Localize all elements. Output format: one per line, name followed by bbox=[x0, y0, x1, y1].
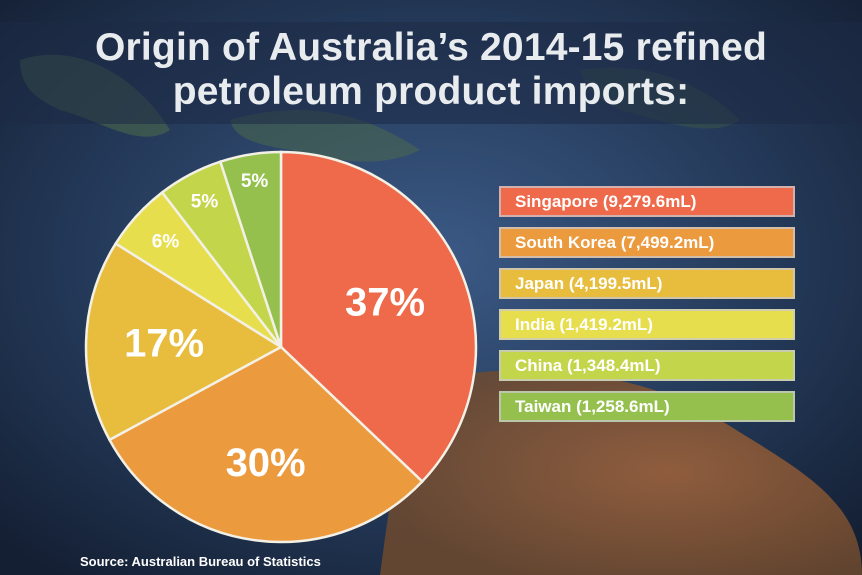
slice-percent-label: 17% bbox=[124, 321, 204, 365]
slice-percent-label: 30% bbox=[226, 441, 306, 485]
slice-percent-label: 5% bbox=[191, 192, 219, 213]
title-band bbox=[0, 22, 862, 124]
legend: Singapore (9,279.6mL) South Korea (7,499.… bbox=[499, 186, 795, 432]
legend-item: Taiwan (1,258.6mL) bbox=[499, 391, 795, 422]
slice-percent-label: 6% bbox=[152, 232, 180, 253]
slice-percent-label: 37% bbox=[345, 280, 425, 324]
chart-title: Origin of Australia’s 2014-15 refined pe… bbox=[0, 26, 862, 114]
legend-item: India (1,419.2mL) bbox=[499, 309, 795, 340]
legend-item: China (1,348.4mL) bbox=[499, 350, 795, 381]
pie-slice bbox=[107, 345, 424, 544]
pie-slice bbox=[279, 150, 478, 484]
title-line-2: petroleum product imports: bbox=[172, 70, 690, 113]
legend-item: South Korea (7,499.2mL) bbox=[499, 227, 795, 258]
pie-slice bbox=[84, 241, 284, 442]
legend-item: Singapore (9,279.6mL) bbox=[499, 186, 795, 217]
title-line-1: Origin of Australia’s 2014-15 refined bbox=[94, 26, 768, 69]
source-note: Source: Australian Bureau of Statistics bbox=[80, 554, 321, 569]
pie-slice bbox=[218, 150, 283, 348]
slice-percent-label: 5% bbox=[241, 171, 269, 192]
legend-item: Japan (4,199.5mL) bbox=[499, 268, 795, 299]
